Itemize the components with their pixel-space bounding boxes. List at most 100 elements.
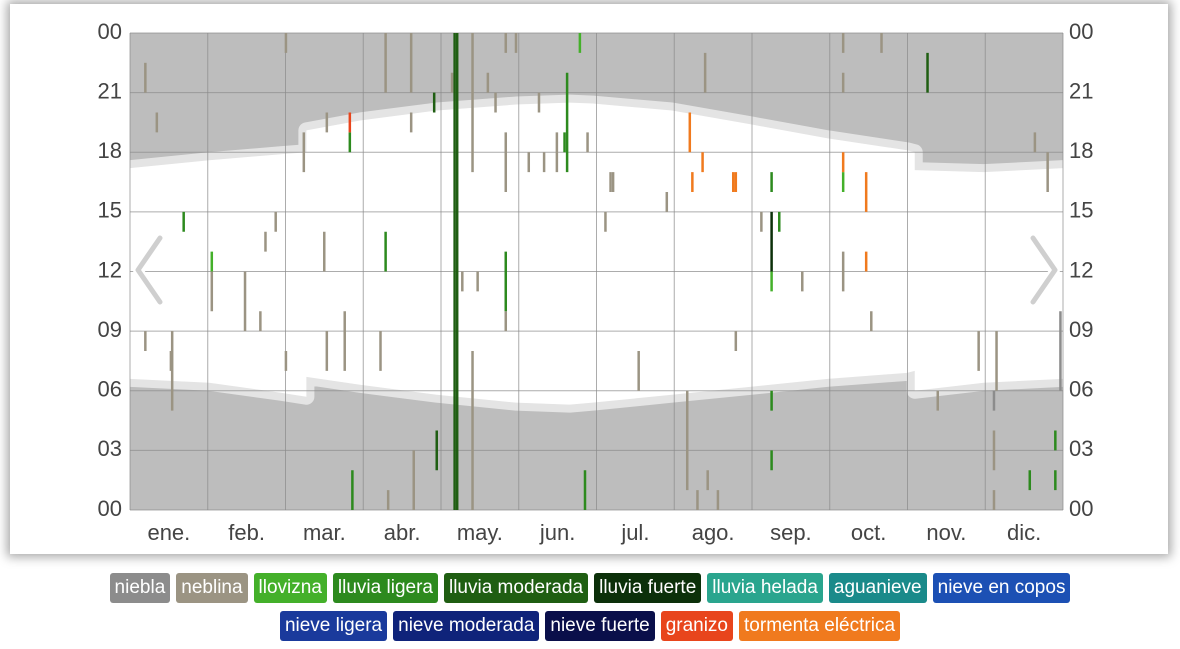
weather-event [323, 231, 326, 272]
weather-event [609, 172, 612, 192]
legend-row: niebla neblina llovizna lluvia ligera lluvia… [0, 573, 1180, 603]
x-tick-label: nov. [926, 520, 966, 545]
weather-event [1054, 430, 1057, 451]
weather-event [604, 211, 607, 232]
y-tick-label: 00 [98, 496, 122, 521]
y-tick-label: 15 [98, 198, 122, 223]
weather-event [243, 271, 247, 332]
x-tick-label: mar. [303, 520, 346, 545]
legend-item: lluvia helada [707, 573, 823, 603]
weather-event [841, 172, 845, 192]
legend-row: nieve ligera nieve moderada nieve fuerte gr… [0, 611, 1180, 641]
weather-event [880, 33, 883, 53]
y2-tick-label: 06 [1069, 377, 1093, 402]
weather-event [770, 271, 773, 292]
weather-event [274, 211, 277, 232]
x-tick-label: jul. [620, 520, 649, 545]
y2-tick-label: 12 [1069, 257, 1093, 282]
weather-event [284, 351, 288, 371]
weather-event [685, 390, 689, 491]
weather-event [432, 92, 436, 113]
weather-event [936, 390, 939, 411]
weather-event [343, 311, 346, 371]
weather-event [471, 33, 474, 173]
weather-event [637, 351, 640, 391]
weather-event [1028, 470, 1032, 491]
weather-event [1054, 470, 1057, 491]
weather-event [144, 62, 147, 93]
legend-item: aguanieve [828, 573, 927, 603]
weather-event [325, 331, 329, 371]
x-tick-label: jun. [539, 520, 575, 545]
weather-event [870, 311, 873, 332]
weather-event [494, 92, 497, 113]
weather-event [691, 172, 694, 192]
weather-event [476, 271, 479, 292]
x-tick-label: ene. [147, 520, 190, 545]
legend: niebla neblina llovizna lluvia ligera lluvia… [0, 573, 1180, 649]
weather-event [461, 271, 464, 292]
weather-event [995, 331, 998, 391]
weather-event [155, 112, 159, 133]
weather-event [348, 132, 352, 153]
weather-event [284, 33, 288, 53]
weather-event [696, 490, 699, 510]
x-tick-label: sep. [770, 520, 812, 545]
legend-item: llovizna [253, 573, 327, 603]
x-tick-label: ago. [692, 520, 735, 545]
legend-item: lluvia fuerte [594, 573, 702, 603]
weather-event [611, 172, 615, 192]
weather-event [992, 430, 996, 471]
weather-event [841, 33, 845, 53]
weather-event [210, 251, 214, 272]
weather-event [1033, 132, 1037, 153]
weather-event [770, 211, 773, 272]
weather-event [734, 331, 738, 351]
legend-item: nieve fuerte [545, 611, 655, 641]
weather-event [325, 112, 329, 133]
weather-event [716, 490, 720, 510]
legend-item: niebla [109, 573, 171, 603]
y-tick-label: 03 [98, 436, 122, 461]
y-tick-label: 06 [98, 377, 122, 402]
weather-event [1059, 311, 1062, 391]
weather-event [514, 33, 518, 53]
weather-event [409, 33, 413, 93]
weather-event [778, 211, 781, 232]
y2-tick-label: 18 [1069, 138, 1093, 163]
y-tick-label: 18 [98, 138, 122, 163]
weather-event [351, 470, 354, 510]
y-tick-label: 12 [98, 257, 122, 282]
weather-event [504, 132, 508, 192]
weather-event [586, 132, 589, 153]
y2-tick-label: 21 [1069, 78, 1093, 103]
weather-event [542, 152, 546, 173]
y-tick-label: 09 [98, 317, 122, 342]
weather-event [841, 152, 845, 173]
weather-event [537, 92, 541, 113]
weather-event [841, 72, 845, 93]
next-arrow[interactable] [1030, 235, 1058, 305]
x-tick-label: abr. [384, 520, 421, 545]
y2-tick-label: 03 [1069, 436, 1093, 461]
legend-item: granizo [660, 611, 734, 641]
legend-item: tormenta eléctrica [739, 611, 901, 641]
weather-event [555, 132, 559, 173]
legend-item: nieve ligera [279, 611, 388, 641]
legend-item: nieve en copos [932, 573, 1071, 603]
legend-item: lluvia moderada [443, 573, 589, 603]
weather-event [182, 211, 185, 232]
weather-event [688, 112, 692, 153]
weather-event [259, 311, 262, 332]
y2-tick-label: 15 [1069, 198, 1093, 223]
prev-arrow[interactable] [135, 235, 163, 305]
weather-event [386, 490, 390, 510]
y2-tick-label: 00 [1069, 19, 1093, 44]
weather-event [384, 33, 387, 93]
weather-event [169, 351, 173, 371]
x-tick-label: may. [457, 520, 503, 545]
weather-event [170, 331, 174, 411]
weather-event [992, 490, 996, 510]
chart: 00 00 03 03 06 06 09 09 12 12 15 15 18 18 21 21 00 00 ene.… [98, 19, 1094, 545]
weather-event [578, 33, 582, 53]
